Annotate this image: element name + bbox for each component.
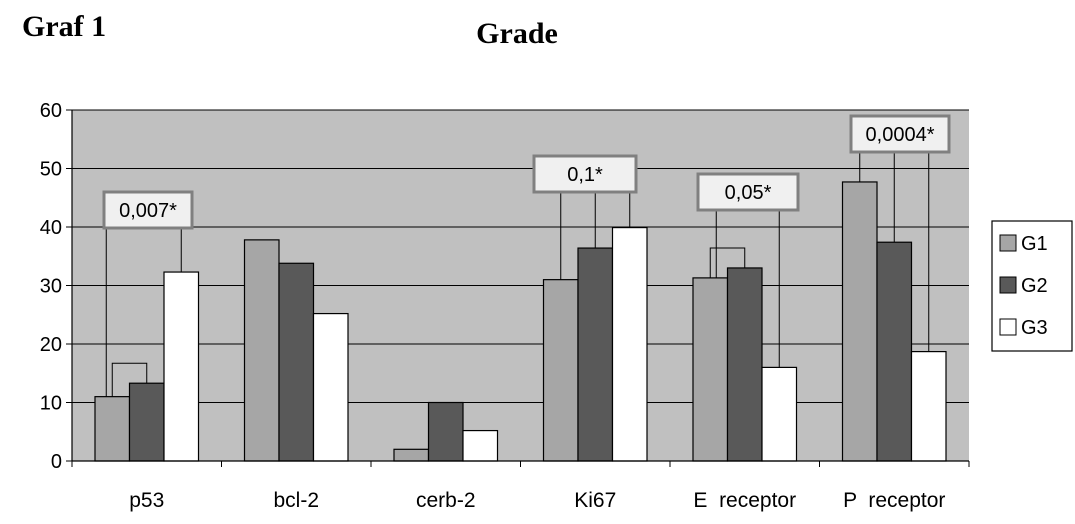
y-tick-label: 60 bbox=[40, 100, 62, 122]
x-tick-label: P receptor bbox=[843, 489, 945, 512]
annotation-label: 0,0004* bbox=[866, 124, 935, 146]
significance-bracket bbox=[709, 247, 746, 278]
legend-swatch bbox=[999, 276, 1017, 294]
y-tick-label: 50 bbox=[40, 159, 62, 181]
bar bbox=[611, 226, 648, 462]
annotation-label: 0,007* bbox=[119, 200, 177, 222]
y-tick-label: 30 bbox=[40, 276, 62, 298]
bars-group bbox=[94, 181, 947, 462]
bar bbox=[462, 429, 499, 462]
annotation-box bbox=[696, 172, 800, 212]
annotations-group: 0,007* 0,1* 0,05* 0,0004* bbox=[102, 114, 951, 397]
legend-label: G3 bbox=[1021, 317, 1048, 339]
figure-label: Graf 1 bbox=[22, 10, 106, 43]
significance-bracket bbox=[111, 362, 148, 397]
bar bbox=[577, 247, 614, 462]
bar bbox=[761, 366, 798, 462]
chart-title: Grade bbox=[476, 17, 558, 50]
annotation-label: 0,1* bbox=[567, 164, 603, 186]
y-tick-label: 10 bbox=[40, 393, 62, 415]
bar bbox=[128, 382, 165, 462]
x-tick-label: bcl-2 bbox=[273, 489, 319, 512]
y-tick-label: 0 bbox=[51, 451, 62, 473]
bar bbox=[726, 267, 763, 462]
bar bbox=[542, 279, 579, 462]
bar bbox=[94, 396, 131, 462]
bar bbox=[841, 181, 878, 462]
legend-swatch bbox=[999, 318, 1017, 336]
legend-label: G1 bbox=[1021, 233, 1048, 255]
y-tick-label: 20 bbox=[40, 334, 62, 356]
bar bbox=[910, 351, 947, 462]
annotation-box bbox=[532, 154, 638, 194]
bar bbox=[692, 277, 729, 462]
legend-label: G2 bbox=[1021, 275, 1048, 297]
bar bbox=[427, 401, 464, 462]
annotation-label: 0,05* bbox=[725, 182, 772, 204]
legend-swatch bbox=[999, 234, 1017, 252]
annotation-box bbox=[849, 114, 951, 154]
x-tick-label: Ki67 bbox=[574, 489, 616, 512]
gridlines bbox=[72, 109, 969, 403]
bar bbox=[393, 448, 430, 462]
x-tick-label: p53 bbox=[129, 489, 164, 512]
bar bbox=[278, 262, 315, 462]
axes-group: 0 10 20 30 40 50 60 p53 bcl-2 cerb-2 Ki67 E recepto… bbox=[40, 100, 970, 512]
bar bbox=[876, 241, 913, 462]
bar bbox=[243, 239, 280, 462]
y-tick-label: 40 bbox=[40, 217, 62, 239]
x-tick-label: cerb-2 bbox=[416, 489, 476, 512]
legend: G1 G2 G3 bbox=[991, 220, 1073, 352]
bar bbox=[163, 271, 200, 462]
annotation-box bbox=[102, 190, 194, 230]
bar bbox=[312, 312, 349, 462]
x-tick-label: E receptor bbox=[693, 489, 796, 512]
